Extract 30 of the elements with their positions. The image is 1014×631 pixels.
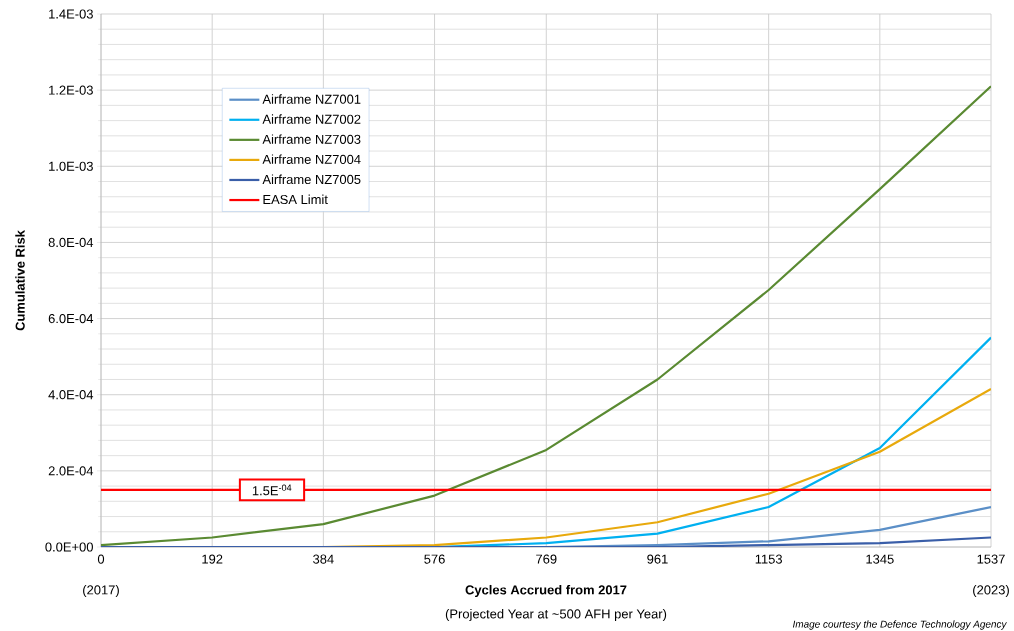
- y-tick-label: 4.0E-04: [48, 390, 94, 400]
- y-tick-label: 0.0E+00: [45, 542, 93, 552]
- legend-label: Airframe NZ7004: [262, 154, 361, 164]
- legend-label: Airframe NZ7001: [262, 94, 361, 104]
- y-tick-label: 2.0E-04: [48, 466, 94, 476]
- legend-label: Airframe NZ7005: [262, 174, 361, 185]
- x-tick-label: 1153: [755, 554, 783, 564]
- legend-label: Airframe NZ7002: [262, 114, 361, 124]
- y-tick-label: 1.2E-03: [49, 85, 93, 95]
- x-tick-label: 769: [536, 554, 557, 564]
- annotation: 1.5E$^{-04}$: [252, 484, 292, 496]
- y-tick-label: 1.4E-03: [49, 9, 93, 19]
- x-tick-label: 576: [424, 554, 445, 564]
- x-tick-label: 384: [313, 554, 334, 564]
- x-axis-title: Cycles Accrued from 2017: [465, 584, 627, 598]
- legend-label: EASA Limit: [263, 194, 328, 205]
- x-tick-label: 1345: [866, 554, 894, 564]
- text: Image courtesy the Defence Technology Agency: [792, 620, 1007, 630]
- y-tick-label: 6.0E-04: [48, 313, 94, 324]
- x-tick-label: 961: [647, 554, 668, 564]
- legend-label: Airframe NZ7003: [262, 134, 361, 144]
- x-tick-label: 0: [97, 554, 105, 564]
- x-tick-label: 192: [202, 554, 223, 564]
- x-tick-label: 1537: [977, 554, 1005, 564]
- text: (2017): [83, 584, 119, 598]
- y-tick-label: 8.0E-04: [48, 237, 94, 248]
- y-axis-title: Cumulative Risk: [15, 230, 25, 331]
- text: (2023): [973, 584, 1009, 598]
- y-tick-label: 1.0E-03: [49, 161, 93, 171]
- text: (Projected Year at ~500 AFH per Year): [445, 608, 667, 622]
